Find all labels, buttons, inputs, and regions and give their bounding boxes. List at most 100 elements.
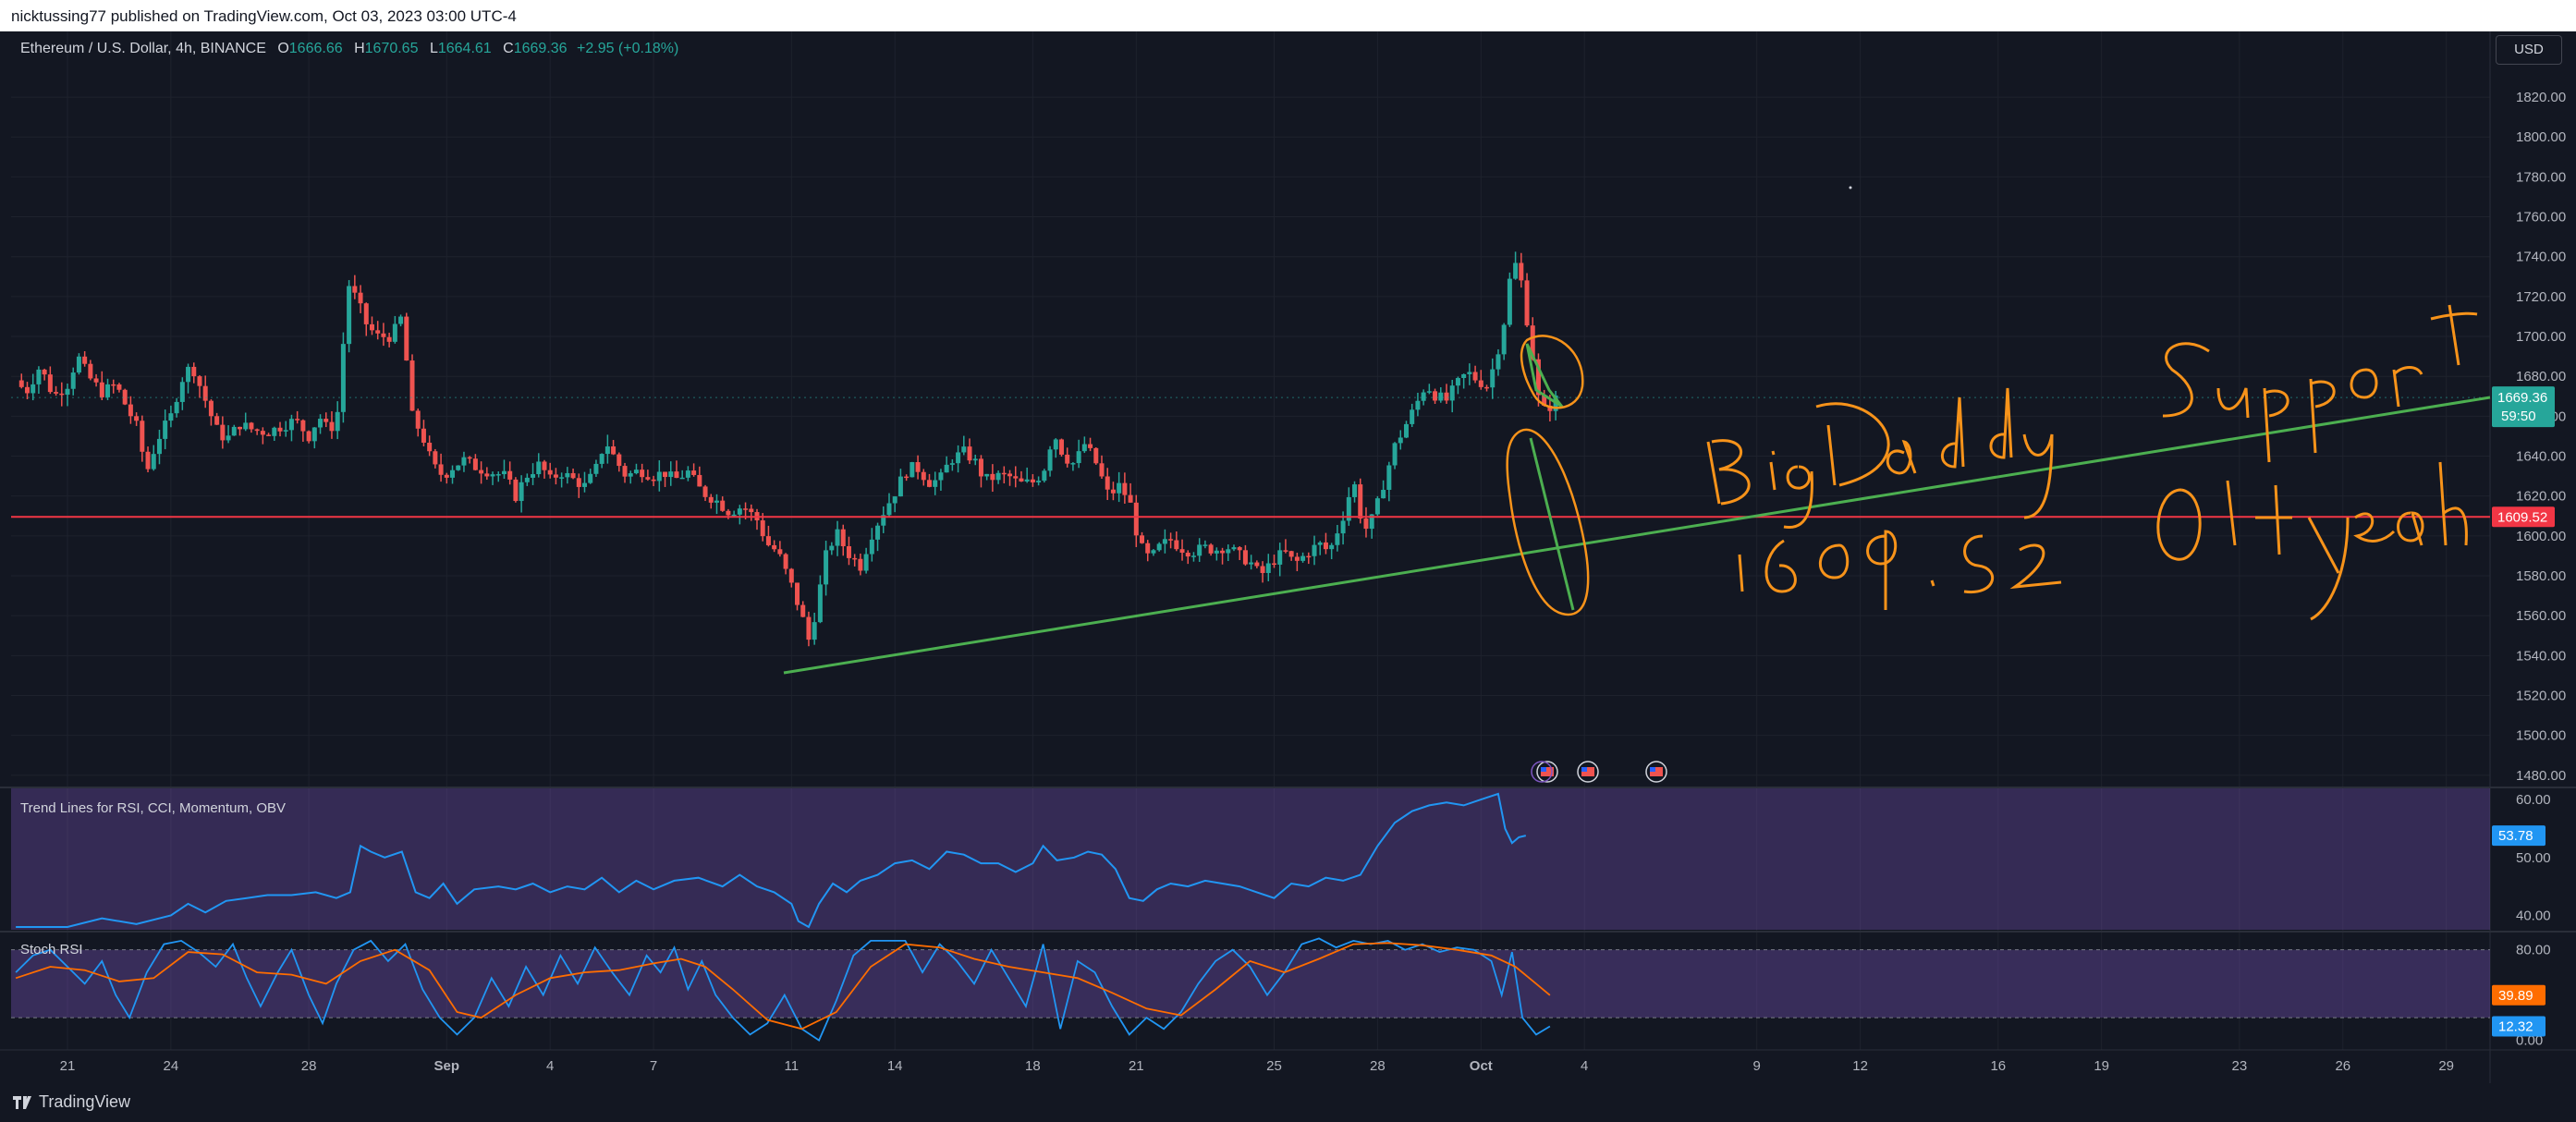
candle-body <box>1203 544 1208 546</box>
candle-body <box>1392 443 1398 466</box>
candle-body <box>1231 547 1237 550</box>
candle-body <box>1317 542 1323 545</box>
candle-body <box>1426 391 1432 393</box>
time-tick-label: 28 <box>301 1058 317 1074</box>
event-flag-icon <box>1536 761 1558 783</box>
candle-body <box>369 323 374 331</box>
candle-body <box>858 558 863 571</box>
trend-value-tag: 53.78 <box>2492 825 2545 847</box>
candle-body <box>1490 369 1496 388</box>
support-tag-value: 1609.52 <box>2497 509 2547 525</box>
stoch-rsi-indicator-label[interactable]: Stoch RSI <box>20 942 83 957</box>
candle-body <box>1208 544 1214 554</box>
candle-body <box>329 421 335 432</box>
close-value: 1669.36 <box>513 41 568 56</box>
stray-dot <box>1849 186 1852 189</box>
candle-body <box>927 480 932 487</box>
candle-body <box>1484 386 1490 389</box>
last-price-tag: 1669.36 59:50 <box>2492 386 2555 428</box>
candle-body <box>875 525 881 540</box>
candle-body <box>111 384 116 386</box>
candle-body <box>1019 478 1024 482</box>
candle-body <box>1237 547 1242 551</box>
candle-body <box>1088 444 1093 448</box>
candle-body <box>65 388 70 396</box>
event-indicator-ring <box>1531 761 1553 783</box>
candle-body <box>122 389 128 405</box>
trend-lines-pane <box>11 788 2490 930</box>
symbol-legend: Ethereum / U.S. Dollar, 4h, BINANCE O166… <box>20 41 678 57</box>
candle-body <box>938 472 944 481</box>
time-tick-label: 28 <box>1370 1058 1386 1074</box>
low-value: 1664.61 <box>437 41 492 56</box>
candle-body <box>1358 484 1363 519</box>
time-tick-label: 19 <box>2094 1058 2109 1074</box>
candle-body <box>472 458 478 470</box>
candle-body <box>1369 514 1374 530</box>
candle-body <box>1542 395 1547 406</box>
last-price-tag-value: 1669.36 <box>2497 390 2547 406</box>
candle-body <box>1122 482 1128 495</box>
candle-body <box>467 457 472 459</box>
candle-body <box>1030 479 1035 482</box>
trend-lines-indicator-label[interactable]: Trend Lines for RSI, CCI, Momentum, OBV <box>20 800 287 816</box>
price-tick-label: 1800.00 <box>2516 129 2566 145</box>
candle-body <box>214 416 220 425</box>
candle-body <box>283 430 288 432</box>
time-tick-label: 29 <box>2438 1058 2454 1074</box>
candle-body <box>656 471 662 482</box>
price-tick-label: 1820.00 <box>2516 90 2566 105</box>
stoch-k-series <box>15 937 1551 1042</box>
last-price-tag-bg <box>2492 386 2555 428</box>
candle-body <box>47 374 53 393</box>
candle-body <box>702 486 708 497</box>
price-tick-label: 1520.00 <box>2516 688 2566 703</box>
candle-body <box>352 286 358 293</box>
event-flag-stripes <box>1541 767 1554 776</box>
candle-body <box>1272 563 1276 566</box>
candle-body <box>128 404 133 417</box>
chart-frame[interactable] <box>0 31 2576 1083</box>
candle-body <box>1496 354 1501 370</box>
candle-body <box>358 292 363 304</box>
candle-body <box>444 474 449 478</box>
candle-body <box>1288 551 1294 557</box>
candle-body <box>191 366 197 377</box>
candle-body <box>846 546 851 558</box>
candle-body <box>1168 539 1174 541</box>
candle-body <box>340 344 346 412</box>
stoch-tick-label: 80.00 <box>2516 943 2551 958</box>
open-label: O <box>277 41 289 56</box>
orange-circle-drawing <box>1520 335 1584 409</box>
candle-body <box>1179 549 1185 554</box>
open-value: 1666.66 <box>288 41 343 56</box>
candle-body <box>1042 470 1047 482</box>
candle-body <box>1081 444 1087 452</box>
candle-body <box>777 549 783 555</box>
stoch-d-tag-value: 39.89 <box>2498 988 2533 1004</box>
candle-body <box>967 446 972 461</box>
candle-body <box>1076 451 1081 464</box>
candle-body <box>31 384 36 394</box>
candle-body <box>254 429 260 432</box>
candle-body <box>456 465 461 470</box>
candle-body <box>1110 489 1116 494</box>
event-flag-canton <box>1541 767 1546 772</box>
candle-body <box>1093 447 1099 464</box>
trend-tick-label: 40.00 <box>2516 908 2551 923</box>
candle-body <box>1513 262 1519 279</box>
candle-body <box>1036 481 1042 482</box>
candle-body <box>1145 543 1151 554</box>
published-text: nicktussing77 published on TradingView.c… <box>11 7 517 25</box>
trend-tag-bg <box>2492 825 2545 847</box>
candle-body <box>151 454 156 470</box>
candle-body <box>933 480 938 487</box>
candle-body <box>461 457 467 466</box>
currency-button[interactable]: USD <box>2496 35 2562 65</box>
candle-body <box>295 419 300 421</box>
candle-body <box>863 554 869 571</box>
candle-body <box>1140 535 1145 543</box>
time-tick-label: 14 <box>887 1058 903 1074</box>
candle-body <box>921 471 926 481</box>
